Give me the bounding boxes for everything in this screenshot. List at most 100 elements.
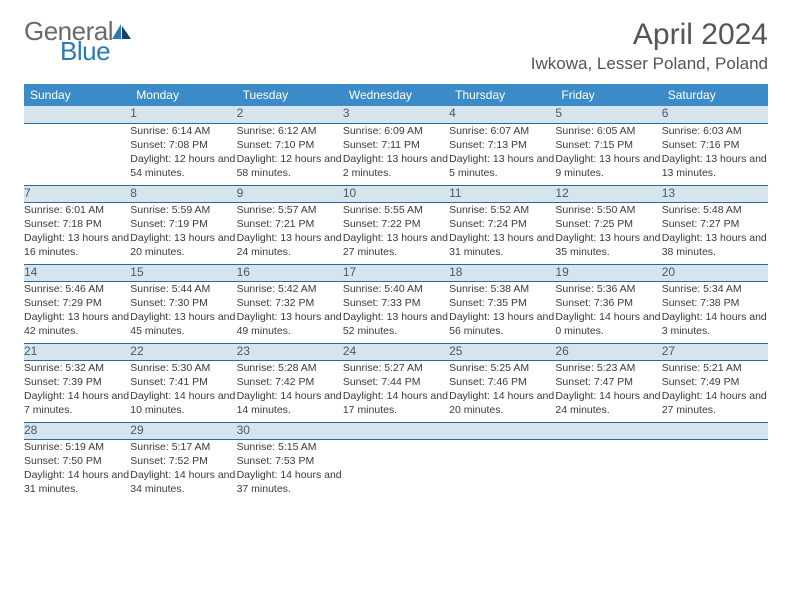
- day-data-row: Sunrise: 5:32 AMSunset: 7:39 PMDaylight:…: [24, 360, 768, 422]
- sunset-text: Sunset: 7:19 PM: [130, 217, 236, 231]
- weekday-header: Sunday: [24, 84, 130, 106]
- daylight-text: Daylight: 14 hours and 3 minutes.: [662, 310, 768, 338]
- sunrise-text: Sunrise: 5:52 AM: [449, 203, 555, 217]
- daylight-text: Daylight: 13 hours and 5 minutes.: [449, 152, 555, 180]
- day-number: 15: [130, 264, 236, 281]
- sunset-text: Sunset: 7:32 PM: [237, 296, 343, 310]
- sunset-text: Sunset: 7:18 PM: [24, 217, 130, 231]
- day-cell: [449, 439, 555, 501]
- day-number: 28: [24, 422, 130, 439]
- sunrise-text: Sunrise: 5:34 AM: [662, 282, 768, 296]
- sunset-text: Sunset: 7:13 PM: [449, 138, 555, 152]
- weekday-header: Tuesday: [237, 84, 343, 106]
- sunset-text: Sunset: 7:22 PM: [343, 217, 449, 231]
- daylight-text: Daylight: 14 hours and 20 minutes.: [449, 389, 555, 417]
- day-cell: Sunrise: 6:12 AMSunset: 7:10 PMDaylight:…: [237, 123, 343, 185]
- day-number: 22: [130, 343, 236, 360]
- sunset-text: Sunset: 7:44 PM: [343, 375, 449, 389]
- day-cell: [24, 123, 130, 185]
- day-cell: Sunrise: 5:38 AMSunset: 7:35 PMDaylight:…: [449, 281, 555, 343]
- sunrise-text: Sunrise: 5:28 AM: [237, 361, 343, 375]
- sunset-text: Sunset: 7:33 PM: [343, 296, 449, 310]
- day-cell: Sunrise: 5:36 AMSunset: 7:36 PMDaylight:…: [555, 281, 661, 343]
- daylight-text: Daylight: 14 hours and 34 minutes.: [130, 468, 236, 496]
- daylight-text: Daylight: 13 hours and 38 minutes.: [662, 231, 768, 259]
- sail-icon: [111, 22, 133, 40]
- daylight-text: Daylight: 14 hours and 31 minutes.: [24, 468, 130, 496]
- day-number: 14: [24, 264, 130, 281]
- day-cell: Sunrise: 5:48 AMSunset: 7:27 PMDaylight:…: [662, 202, 768, 264]
- daylight-text: Daylight: 14 hours and 37 minutes.: [237, 468, 343, 496]
- day-number: 7: [24, 185, 130, 202]
- day-cell: [343, 439, 449, 501]
- day-cell: Sunrise: 5:19 AMSunset: 7:50 PMDaylight:…: [24, 439, 130, 501]
- sunset-text: Sunset: 7:36 PM: [555, 296, 661, 310]
- daylight-text: Daylight: 13 hours and 9 minutes.: [555, 152, 661, 180]
- sunset-text: Sunset: 7:50 PM: [24, 454, 130, 468]
- sunrise-text: Sunrise: 6:07 AM: [449, 124, 555, 138]
- sunset-text: Sunset: 7:25 PM: [555, 217, 661, 231]
- day-number: 20: [662, 264, 768, 281]
- day-cell: Sunrise: 5:27 AMSunset: 7:44 PMDaylight:…: [343, 360, 449, 422]
- day-number: 30: [237, 422, 343, 439]
- logo: General Blue: [24, 18, 133, 64]
- day-cell: Sunrise: 5:28 AMSunset: 7:42 PMDaylight:…: [237, 360, 343, 422]
- day-number: 23: [237, 343, 343, 360]
- sunset-text: Sunset: 7:39 PM: [24, 375, 130, 389]
- daylight-text: Daylight: 14 hours and 0 minutes.: [555, 310, 661, 338]
- day-number: [449, 422, 555, 439]
- day-number: 12: [555, 185, 661, 202]
- sunrise-text: Sunrise: 5:19 AM: [24, 440, 130, 454]
- day-number-row: 78910111213: [24, 185, 768, 202]
- sunrise-text: Sunrise: 5:50 AM: [555, 203, 661, 217]
- daylight-text: Daylight: 13 hours and 20 minutes.: [130, 231, 236, 259]
- day-cell: Sunrise: 6:07 AMSunset: 7:13 PMDaylight:…: [449, 123, 555, 185]
- daylight-text: Daylight: 14 hours and 10 minutes.: [130, 389, 236, 417]
- sunrise-text: Sunrise: 5:17 AM: [130, 440, 236, 454]
- day-number: [662, 422, 768, 439]
- day-cell: Sunrise: 5:30 AMSunset: 7:41 PMDaylight:…: [130, 360, 236, 422]
- day-cell: Sunrise: 6:01 AMSunset: 7:18 PMDaylight:…: [24, 202, 130, 264]
- sunrise-text: Sunrise: 6:05 AM: [555, 124, 661, 138]
- sunrise-text: Sunrise: 5:59 AM: [130, 203, 236, 217]
- sunset-text: Sunset: 7:42 PM: [237, 375, 343, 389]
- sunset-text: Sunset: 7:15 PM: [555, 138, 661, 152]
- sunset-text: Sunset: 7:46 PM: [449, 375, 555, 389]
- day-cell: Sunrise: 5:17 AMSunset: 7:52 PMDaylight:…: [130, 439, 236, 501]
- day-number: 13: [662, 185, 768, 202]
- day-number: 2: [237, 106, 343, 123]
- daylight-text: Daylight: 13 hours and 16 minutes.: [24, 231, 130, 259]
- day-number: 18: [449, 264, 555, 281]
- day-number: 27: [662, 343, 768, 360]
- sunset-text: Sunset: 7:38 PM: [662, 296, 768, 310]
- sunset-text: Sunset: 7:11 PM: [343, 138, 449, 152]
- day-cell: Sunrise: 5:32 AMSunset: 7:39 PMDaylight:…: [24, 360, 130, 422]
- day-number: 29: [130, 422, 236, 439]
- daylight-text: Daylight: 14 hours and 24 minutes.: [555, 389, 661, 417]
- day-cell: [555, 439, 661, 501]
- day-number: 19: [555, 264, 661, 281]
- day-cell: [662, 439, 768, 501]
- sunrise-text: Sunrise: 6:14 AM: [130, 124, 236, 138]
- day-number: 25: [449, 343, 555, 360]
- day-cell: Sunrise: 5:34 AMSunset: 7:38 PMDaylight:…: [662, 281, 768, 343]
- day-cell: Sunrise: 6:03 AMSunset: 7:16 PMDaylight:…: [662, 123, 768, 185]
- sunrise-text: Sunrise: 6:12 AM: [237, 124, 343, 138]
- sunrise-text: Sunrise: 5:15 AM: [237, 440, 343, 454]
- sunrise-text: Sunrise: 5:57 AM: [237, 203, 343, 217]
- day-number: [24, 106, 130, 123]
- sunrise-text: Sunrise: 5:30 AM: [130, 361, 236, 375]
- day-number: 17: [343, 264, 449, 281]
- logo-text-blue: Blue: [60, 38, 133, 64]
- daylight-text: Daylight: 13 hours and 27 minutes.: [343, 231, 449, 259]
- sunset-text: Sunset: 7:10 PM: [237, 138, 343, 152]
- day-data-row: Sunrise: 5:46 AMSunset: 7:29 PMDaylight:…: [24, 281, 768, 343]
- sunset-text: Sunset: 7:21 PM: [237, 217, 343, 231]
- day-cell: Sunrise: 5:59 AMSunset: 7:19 PMDaylight:…: [130, 202, 236, 264]
- sunrise-text: Sunrise: 5:36 AM: [555, 282, 661, 296]
- sunrise-text: Sunrise: 5:23 AM: [555, 361, 661, 375]
- day-number: 5: [555, 106, 661, 123]
- sunrise-text: Sunrise: 5:48 AM: [662, 203, 768, 217]
- sunset-text: Sunset: 7:16 PM: [662, 138, 768, 152]
- sunrise-text: Sunrise: 5:27 AM: [343, 361, 449, 375]
